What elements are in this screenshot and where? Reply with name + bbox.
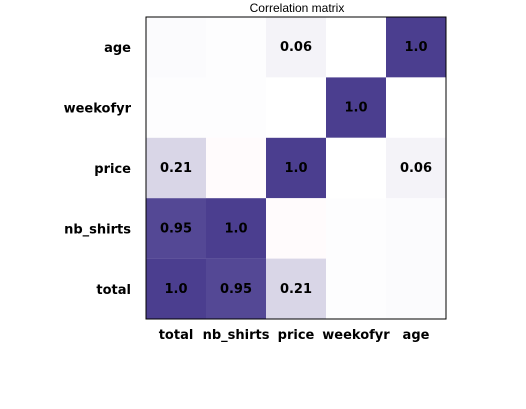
cell-value-label: 1.0 bbox=[164, 282, 187, 297]
cell-value-label: 1.0 bbox=[224, 221, 247, 236]
heatmap-cell-age-age bbox=[386, 17, 446, 78]
heatmap-cell-price-price bbox=[266, 137, 326, 199]
cell-value-label: 1.0 bbox=[284, 161, 307, 176]
heatmap-cell-weekofyr-age bbox=[386, 77, 446, 138]
heatmap-cell-nb_shirts-price bbox=[266, 198, 326, 259]
heatmap-cell-age-price bbox=[266, 17, 326, 78]
x-tick-label-age: age bbox=[403, 328, 430, 343]
heatmap-cell-weekofyr-total bbox=[146, 77, 206, 138]
heatmap-cell-total-price bbox=[266, 258, 326, 319]
x-tick-label-price: price bbox=[278, 328, 315, 343]
cell-labels: 0.06 1.0 1.0 0.21 1.0 0.06 0.95 1.0 1.0 0.95 0.21 bbox=[160, 40, 432, 297]
chart-title: Correlation matrix bbox=[250, 1, 345, 15]
heatmap-cell-nb_shirts-nb_shirts bbox=[206, 198, 266, 259]
y-tick-label-age: age bbox=[104, 41, 131, 56]
x-tick-label-nb_shirts: nb_shirts bbox=[203, 328, 270, 343]
heatmap-cell-price-age bbox=[386, 137, 446, 199]
cell-value-label: 0.95 bbox=[220, 282, 252, 297]
heatmap-cell-weekofyr-weekofyr bbox=[326, 77, 386, 138]
heatmap-cell-price-total bbox=[146, 137, 206, 199]
plot-frame bbox=[145, 16, 447, 320]
heatmap-cell-weekofyr-price bbox=[266, 77, 326, 138]
heatmap-cells bbox=[146, 17, 446, 319]
y-tick-label-total: total bbox=[96, 283, 131, 298]
cell-value-label: 1.0 bbox=[404, 40, 427, 55]
cell-value-label: 0.95 bbox=[160, 221, 192, 236]
heatmap-cell-price-weekofyr bbox=[326, 137, 386, 199]
cell-value-label: 0.21 bbox=[160, 161, 192, 176]
y-tick-label-nb_shirts: nb_shirts bbox=[64, 222, 131, 237]
heatmap-cell-nb_shirts-weekofyr bbox=[326, 198, 386, 259]
heatmap-cell-age-nb_shirts bbox=[206, 17, 266, 78]
y-tick-label-weekofyr: weekofyr bbox=[64, 102, 132, 117]
heatmap-cell-total-weekofyr bbox=[326, 258, 386, 319]
heatmap-cell-age-weekofyr bbox=[326, 17, 386, 78]
x-tick-label-weekofyr: weekofyr bbox=[322, 328, 390, 343]
cell-value-label: 0.06 bbox=[400, 161, 432, 176]
cell-value-label: 0.06 bbox=[280, 40, 312, 55]
x-tick-label-total: total bbox=[159, 328, 194, 343]
heatmap-cell-nb_shirts-age bbox=[386, 198, 446, 259]
cell-value-label: 0.21 bbox=[280, 282, 312, 297]
heatmap-cell-price-nb_shirts bbox=[206, 137, 266, 199]
heatmap-cell-nb_shirts-total bbox=[146, 198, 206, 259]
heatmap-cell-total-total bbox=[146, 258, 206, 319]
y-tick-label-price: price bbox=[94, 162, 131, 177]
heatmap-cell-weekofyr-nb_shirts bbox=[206, 77, 266, 138]
heatmap-cell-total-nb_shirts bbox=[206, 258, 266, 319]
cell-value-label: 1.0 bbox=[344, 101, 367, 116]
heatmap-cell-age-total bbox=[146, 17, 206, 78]
heatmap-cell-total-age bbox=[386, 258, 446, 319]
x-tick-labels: total nb_shirts price weekofyr age bbox=[159, 328, 430, 343]
